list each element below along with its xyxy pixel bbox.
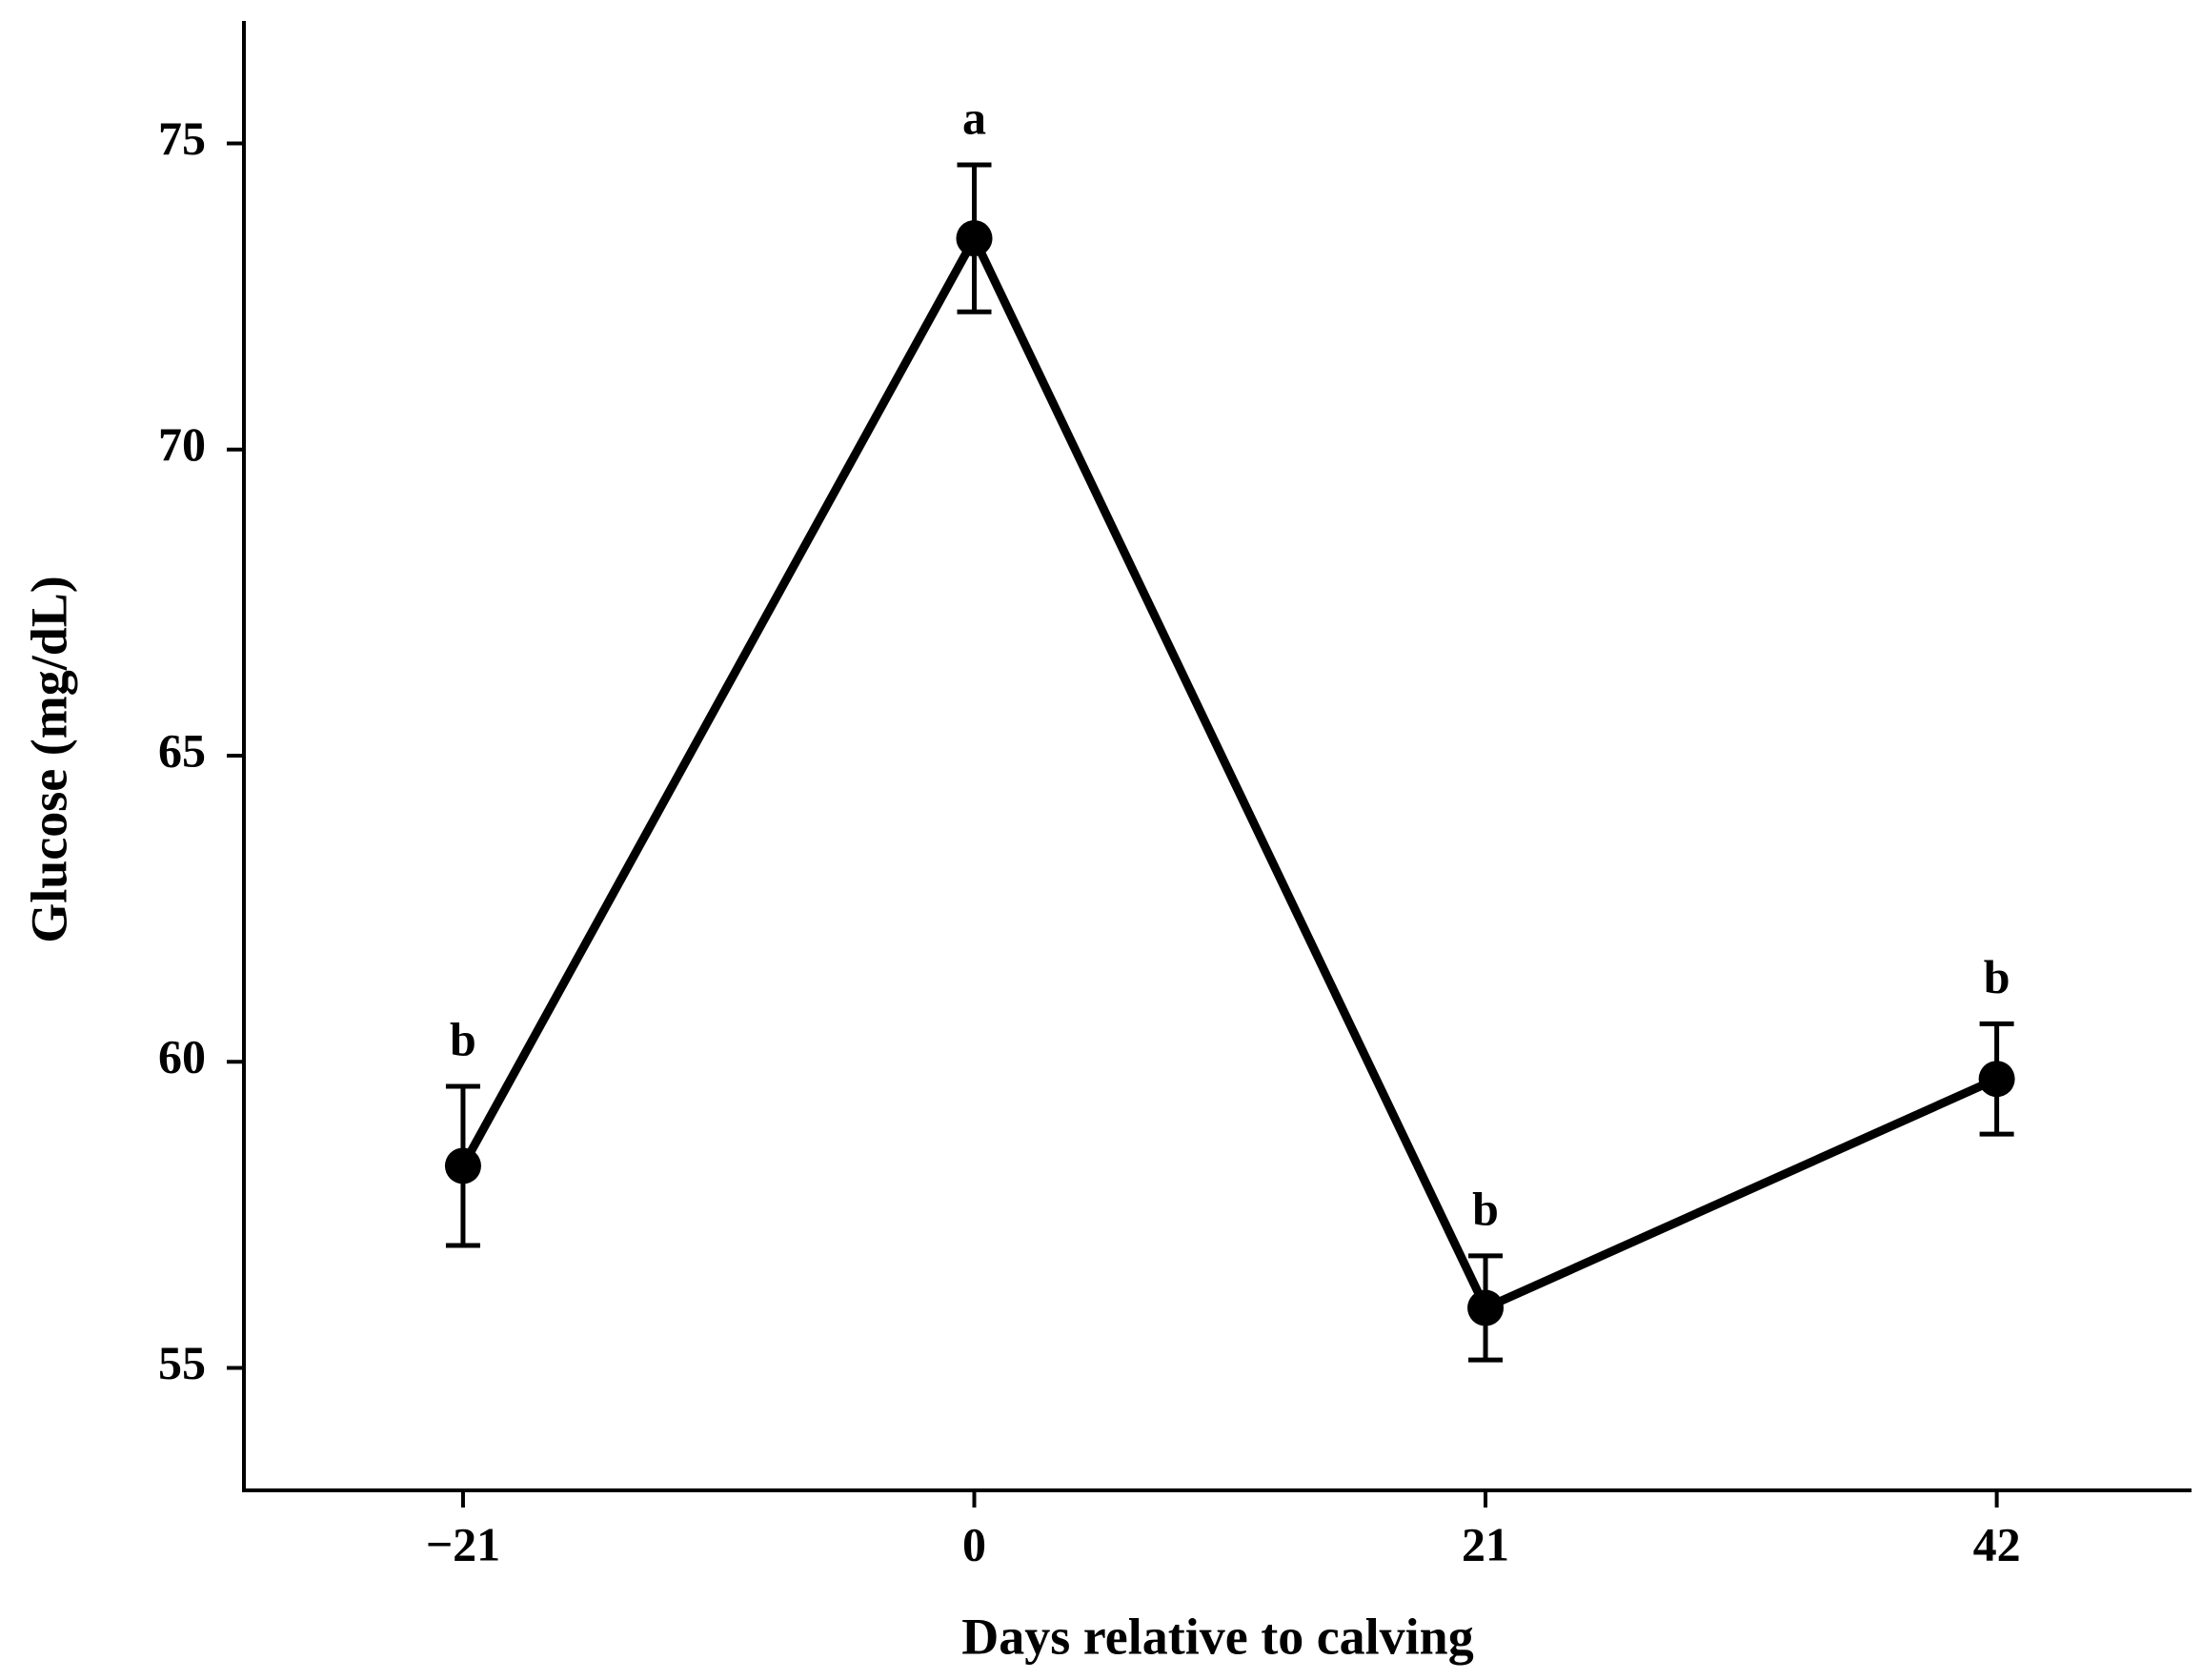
- y-tick-label: 70: [158, 417, 206, 471]
- significance-letter: b: [450, 1012, 476, 1065]
- data-point: [956, 220, 993, 257]
- x-tick-label: 21: [1462, 1517, 1509, 1570]
- x-tick-label: 42: [1973, 1517, 2021, 1570]
- y-axis-title: Glucose (mg/dL): [20, 576, 77, 943]
- y-tick-label: 75: [158, 111, 206, 165]
- data-point: [444, 1147, 481, 1184]
- y-tick-label: 65: [158, 723, 206, 777]
- x-tick-label: 0: [962, 1517, 986, 1570]
- data-line: [459, 229, 1999, 1314]
- data-point: [1978, 1061, 2015, 1098]
- x-tick-label: −21: [426, 1517, 501, 1570]
- significance-letter: a: [962, 91, 986, 144]
- data-point: [1467, 1289, 1505, 1326]
- y-tick-label: 55: [158, 1336, 206, 1389]
- y-tick-label: 60: [158, 1030, 206, 1083]
- significance-letter: b: [1472, 1182, 1499, 1235]
- x-axis-title: Days relative to calving: [961, 1608, 1473, 1665]
- significance-letter: b: [1984, 950, 2010, 1003]
